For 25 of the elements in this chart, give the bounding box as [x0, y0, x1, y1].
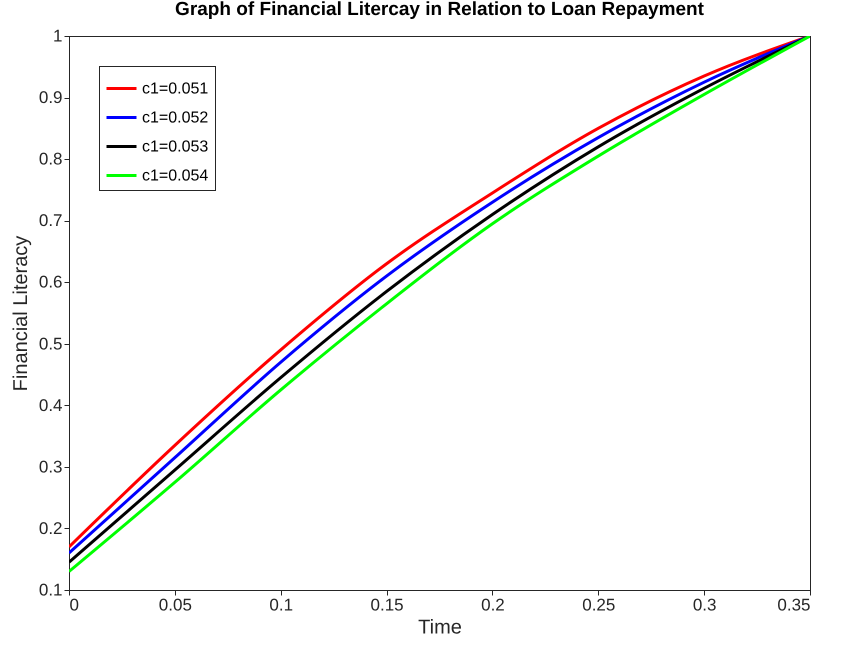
y-tick-label: 0.2 — [38, 518, 62, 538]
x-tick-label: 0.15 — [370, 596, 404, 614]
x-axis-title: Time — [418, 616, 462, 638]
y-tick-label: 0.8 — [38, 150, 62, 169]
y-tick-label: 0.3 — [38, 457, 62, 476]
y-axis-title: Financial Literacy — [10, 236, 32, 392]
y-tick-label: 0.7 — [38, 211, 62, 230]
legend-label: c1=0.053 — [142, 138, 208, 156]
y-tick-label: 1 — [53, 26, 62, 46]
y-tick-label: 0.4 — [38, 396, 62, 415]
x-tick-label: 0 — [70, 596, 79, 614]
y-tick-label: 0.1 — [38, 580, 62, 600]
y-tick-label: 0.9 — [38, 88, 62, 108]
y-tick-label: 0.5 — [38, 334, 62, 354]
chart-title: Graph of Financial Litercay in Relation to Loan Repayment — [175, 0, 705, 20]
x-tick-label: 0.25 — [582, 596, 616, 614]
x-tick-label: 0.05 — [158, 596, 192, 614]
x-tick-label: 0.3 — [692, 596, 716, 614]
x-tick-label: 0.1 — [269, 596, 294, 614]
x-tick-label: 0.35 — [777, 596, 810, 614]
x-tick-label: 0.2 — [481, 596, 505, 614]
legend-label: c1=0.051 — [142, 80, 208, 98]
y-tick-label: 0.6 — [38, 272, 62, 292]
legend-label: c1=0.052 — [142, 110, 208, 126]
legend-label: c1=0.054 — [142, 168, 208, 184]
